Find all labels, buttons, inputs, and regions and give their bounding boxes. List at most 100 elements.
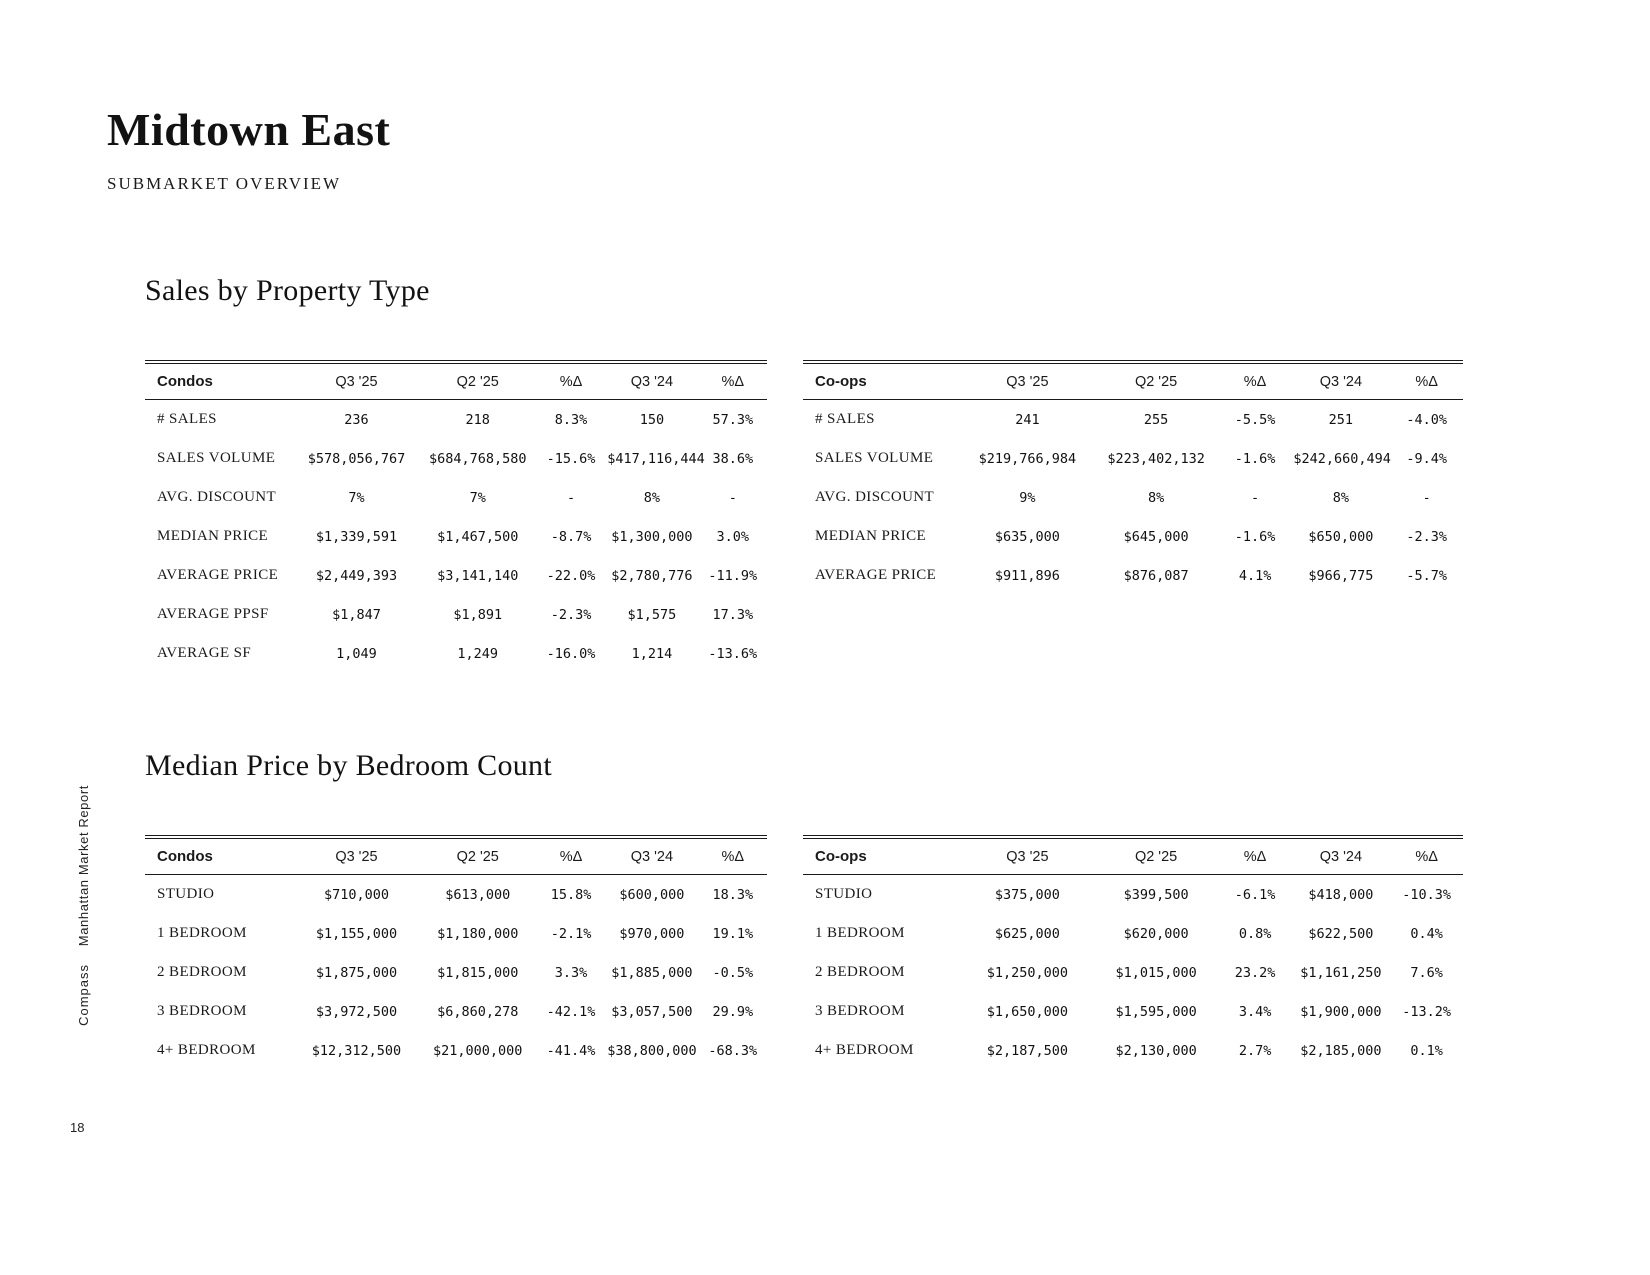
table-title: Co-ops bbox=[803, 363, 962, 400]
cell-value: -9.4% bbox=[1406, 450, 1447, 467]
cell-value: $2,449,393 bbox=[315, 567, 398, 584]
cell-value: $12,312,500 bbox=[311, 1042, 402, 1059]
row-label: 3 BEDROOM bbox=[157, 1003, 247, 1019]
row-label: AVG. DISCOUNT bbox=[815, 489, 935, 505]
cell-value: 8.3% bbox=[554, 411, 588, 428]
cell-value: $3,972,500 bbox=[315, 1003, 398, 1020]
cell-value: $1,900,000 bbox=[1300, 1003, 1382, 1020]
cell-value: 218 bbox=[465, 411, 490, 428]
cell-value: 0.8% bbox=[1238, 925, 1272, 942]
bedroom-condos-table-wrap: Condos Q3 '25 Q2 '25 %Δ Q3 '24 %Δ STUDIO $710,0… bbox=[145, 835, 767, 1070]
table-row: 2 BEDROOM $1,250,000 $1,015,000 23.2% $1,161… bbox=[803, 953, 1463, 992]
cell-value: $620,000 bbox=[1123, 925, 1189, 942]
cell-value: $242,660,494 bbox=[1293, 450, 1391, 467]
cell-value: $710,000 bbox=[323, 886, 389, 903]
cell-value: -16.0% bbox=[546, 645, 596, 662]
cell-value: -15.6% bbox=[546, 450, 596, 467]
cell-value: $622,500 bbox=[1308, 925, 1374, 942]
bedroom-condos-table: Condos Q3 '25 Q2 '25 %Δ Q3 '24 %Δ STUDIO $710,0… bbox=[145, 838, 767, 1070]
row-label: AVERAGE PPSF bbox=[157, 606, 269, 622]
column-header: Q3 '25 bbox=[961, 363, 1094, 400]
row-label: AVERAGE SF bbox=[157, 645, 252, 661]
section-title-sales: Sales by Property Type bbox=[145, 274, 430, 307]
cell-value: 3.0% bbox=[716, 528, 750, 545]
column-header: Q3 '24 bbox=[605, 363, 699, 400]
section-title-bedrooms: Median Price by Bedroom Count bbox=[145, 749, 552, 782]
page-title: Midtown East bbox=[107, 104, 391, 155]
cell-value: $1,891 bbox=[453, 606, 503, 623]
compass-logo: Compass bbox=[75, 964, 91, 1027]
cell-value: - bbox=[566, 489, 576, 506]
cell-value: $223,402,132 bbox=[1107, 450, 1205, 467]
row-label: SALES VOLUME bbox=[157, 450, 276, 466]
cell-value: 57.3% bbox=[712, 411, 754, 428]
cell-value: -22.0% bbox=[546, 567, 596, 584]
table-row: 1 BEDROOM $625,000 $620,000 0.8% $622,500 0.4… bbox=[803, 914, 1463, 953]
cell-value: $219,766,984 bbox=[978, 450, 1077, 467]
cell-value: $21,000,000 bbox=[433, 1042, 523, 1059]
column-header: Q3 '24 bbox=[605, 838, 699, 875]
cell-value: $1,300,000 bbox=[611, 528, 693, 545]
table-row: AVERAGE PPSF $1,847 $1,891 -2.3% $1,575 17.3% bbox=[145, 595, 767, 634]
bedroom-coops-table-wrap: Co-ops Q3 '25 Q2 '25 %Δ Q3 '24 %Δ STUDIO $375,0… bbox=[803, 835, 1463, 1070]
cell-value: -41.4% bbox=[546, 1042, 596, 1059]
report-name-vertical-label: Manhattan Market Report bbox=[75, 785, 91, 947]
column-header: %Δ bbox=[536, 838, 606, 875]
table-row: 1 BEDROOM $1,155,000 $1,180,000 -2.1% $970,0… bbox=[145, 914, 767, 953]
cell-value: 23.2% bbox=[1234, 964, 1276, 981]
cell-value: -2.3% bbox=[550, 606, 592, 623]
cell-value: 251 bbox=[1328, 411, 1354, 428]
column-header: Q3 '25 bbox=[961, 838, 1094, 875]
sales-condos-table: Condos Q3 '25 Q2 '25 %Δ Q3 '24 %Δ # SALES 236 21… bbox=[145, 363, 767, 673]
column-header: Q3 '24 bbox=[1291, 363, 1391, 400]
cell-value: -6.1% bbox=[1234, 886, 1276, 903]
cell-value: $613,000 bbox=[445, 886, 511, 903]
cell-value: -13.6% bbox=[708, 645, 758, 662]
cell-value: 0.1% bbox=[1410, 1042, 1443, 1059]
cell-value: $1,339,591 bbox=[315, 528, 398, 545]
row-label: MEDIAN PRICE bbox=[815, 528, 927, 544]
row-label: 4+ BEDROOM bbox=[815, 1042, 914, 1058]
cell-value: 150 bbox=[639, 411, 665, 428]
column-header: Q2 '25 bbox=[418, 838, 537, 875]
cell-value: -8.7% bbox=[550, 528, 592, 545]
section-sales-by-property-type: Sales by Property Type Condos Q3 '25 Q2 '2… bbox=[145, 274, 1463, 673]
cell-value: 8% bbox=[643, 489, 661, 506]
cell-value: $600,000 bbox=[619, 886, 685, 903]
sales-coops-table-wrap: Co-ops Q3 '25 Q2 '25 %Δ Q3 '24 %Δ # SALES 241 25… bbox=[803, 360, 1463, 673]
cell-value: $1,885,000 bbox=[611, 964, 693, 981]
cell-value: $1,847 bbox=[332, 606, 381, 623]
row-label: 1 BEDROOM bbox=[815, 925, 905, 941]
row-label: AVERAGE PRICE bbox=[157, 567, 279, 583]
cell-value: -1.6% bbox=[1234, 528, 1276, 545]
table-row: # SALES 241 255 -5.5% 251 -4.0% bbox=[803, 400, 1463, 440]
cell-value: $417,116,444 bbox=[607, 450, 705, 467]
report-page-content: Midtown East SUBMARKET OVERVIEW Sales by… bbox=[107, 103, 1463, 1070]
cell-value: $911,896 bbox=[994, 567, 1060, 584]
table-row: AVG. DISCOUNT 7% 7% - 8% - bbox=[145, 478, 767, 517]
cell-value: $1,467,500 bbox=[437, 528, 519, 545]
table-row: STUDIO $375,000 $399,500 -6.1% $418,000 -10.3… bbox=[803, 875, 1463, 915]
table-header-row: Co-ops Q3 '25 Q2 '25 %Δ Q3 '24 %Δ bbox=[803, 363, 1463, 400]
table-row: SALES VOLUME $578,056,767 $684,768,580 -15.… bbox=[145, 439, 767, 478]
sales-condos-table-wrap: Condos Q3 '25 Q2 '25 %Δ Q3 '24 %Δ # SALES 236 21… bbox=[145, 360, 767, 673]
table-row: # SALES 236 218 8.3% 150 57.3% bbox=[145, 400, 767, 440]
cell-value: 255 bbox=[1143, 411, 1169, 428]
cell-value: 7% bbox=[469, 489, 486, 506]
cell-value: 0.4% bbox=[1410, 925, 1443, 942]
cell-value: $625,000 bbox=[994, 925, 1060, 942]
column-header: %Δ bbox=[698, 363, 767, 400]
cell-value: $1,650,000 bbox=[986, 1003, 1069, 1020]
cell-value: -5.7% bbox=[1406, 567, 1447, 584]
row-label: # SALES bbox=[157, 411, 217, 427]
cell-value: $635,000 bbox=[994, 528, 1060, 545]
cell-value: -10.3% bbox=[1402, 886, 1452, 903]
cell-value: 1,214 bbox=[631, 645, 673, 662]
cell-value: $2,130,000 bbox=[1115, 1042, 1197, 1059]
table-row: AVERAGE PRICE $911,896 $876,087 4.1% $966,77… bbox=[803, 556, 1463, 595]
table-header-row: Condos Q3 '25 Q2 '25 %Δ Q3 '24 %Δ bbox=[145, 363, 767, 400]
table-row: AVERAGE PRICE $2,449,393 $3,141,140 -22.0% $… bbox=[145, 556, 767, 595]
row-label: 2 BEDROOM bbox=[157, 964, 247, 980]
row-label: MEDIAN PRICE bbox=[157, 528, 269, 544]
table-title: Condos bbox=[145, 363, 295, 400]
